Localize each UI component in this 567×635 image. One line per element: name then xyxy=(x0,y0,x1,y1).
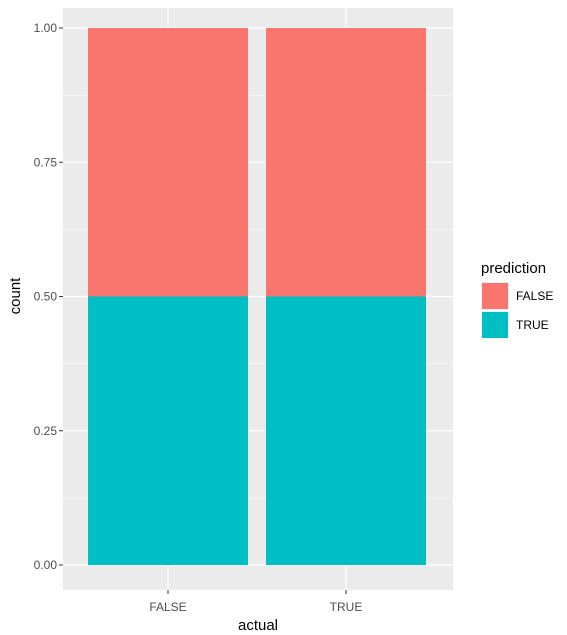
legend-items: FALSE TRUE xyxy=(481,282,553,339)
y-tick-label-2: 0.50 xyxy=(34,290,58,304)
y-axis: 0.00 0.25 0.50 0.75 1.00 xyxy=(34,21,63,572)
legend-label-false: FALSE xyxy=(516,289,553,303)
y-tick-label-3: 0.75 xyxy=(34,155,58,169)
y-tick-label-1: 0.25 xyxy=(34,424,58,438)
y-tick-label-4: 1.00 xyxy=(34,21,58,35)
legend: prediction FALSE TRUE xyxy=(481,260,553,339)
bar-true-true xyxy=(266,296,426,565)
bars xyxy=(88,28,426,565)
legend-label-true: TRUE xyxy=(516,318,549,332)
bar-false-false xyxy=(88,28,248,297)
legend-title: prediction xyxy=(481,260,546,277)
bar-true-false xyxy=(266,28,426,297)
x-tick-label-1: TRUE xyxy=(330,600,363,614)
legend-swatch-false xyxy=(482,283,508,309)
legend-swatch-true xyxy=(482,312,508,338)
x-axis-title: actual xyxy=(238,617,278,634)
x-axis: FALSE TRUE xyxy=(149,590,362,614)
bar-false-true xyxy=(88,296,248,565)
y-tick-label-0: 0.00 xyxy=(34,558,58,572)
y-axis-title: count xyxy=(7,277,24,315)
x-tick-label-0: FALSE xyxy=(149,600,186,614)
